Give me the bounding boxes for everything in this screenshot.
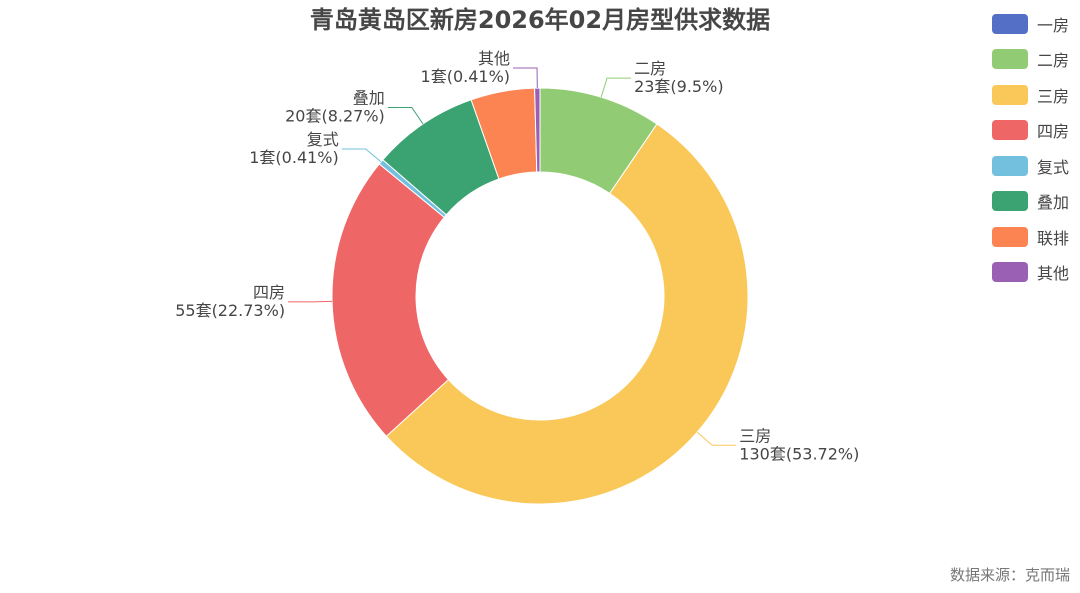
- slice-name-label: 四房: [253, 283, 285, 302]
- legend-label: 四房: [1037, 122, 1070, 142]
- legend-item[interactable]: 一房: [992, 6, 1069, 42]
- slice-value-label: 1套(0.41%): [249, 148, 339, 167]
- legend-swatch: [992, 262, 1028, 283]
- donut-slice[interactable]: [331, 163, 450, 437]
- slice-name-label: 三房: [739, 426, 771, 445]
- legend-swatch: [992, 226, 1028, 247]
- legend-swatch: [992, 49, 1028, 70]
- slice-value-label: 23套(9.5%): [634, 77, 724, 96]
- label-line: [288, 300, 333, 303]
- legend-swatch: [992, 155, 1028, 176]
- donut-slice[interactable]: [385, 123, 749, 505]
- source-note: 数据来源：克而瑞: [949, 566, 1070, 584]
- slice-name-label: 二房: [634, 59, 666, 78]
- label-line: [341, 148, 382, 163]
- slice-name-label: 叠加: [353, 88, 385, 107]
- label-line: [387, 106, 424, 125]
- legend-item[interactable]: 其他: [992, 255, 1069, 291]
- legend-item[interactable]: 联排: [992, 219, 1069, 255]
- slice-name-label: 其他: [478, 49, 510, 68]
- legend-label: 一房: [1037, 15, 1070, 35]
- legend-swatch: [992, 84, 1028, 105]
- slice-value-label: 20套(8.27%): [285, 106, 385, 125]
- legend-item[interactable]: 叠加: [992, 184, 1069, 220]
- legend-label: 三房: [1037, 86, 1070, 106]
- slice-name-label: 复式: [307, 130, 339, 149]
- legend-label: 叠加: [1037, 193, 1070, 213]
- legend-swatch: [992, 191, 1028, 212]
- legend-item[interactable]: 复式: [992, 148, 1069, 184]
- label-line: [513, 67, 538, 89]
- legend-swatch: [992, 120, 1028, 141]
- slice-value-label: 130套(53.72%): [739, 444, 859, 463]
- label-line: [696, 431, 737, 446]
- legend-label: 联排: [1037, 228, 1070, 248]
- legend-swatch: [992, 13, 1028, 34]
- legend: 一房 二房 三房 四房 复式 叠加 联排 其他: [992, 6, 1069, 290]
- donut-slice[interactable]: [534, 87, 541, 173]
- legend-item[interactable]: 四房: [992, 113, 1069, 149]
- slice-value-label: 1套(0.41%): [421, 67, 511, 86]
- legend-label: 二房: [1037, 51, 1070, 71]
- legend-label: 复式: [1037, 157, 1070, 177]
- slice-value-label: 55套(22.73%): [175, 301, 285, 320]
- legend-label: 其他: [1037, 264, 1070, 284]
- chart-title: 青岛黄岛区新房2026年02月房型供求数据: [309, 6, 771, 34]
- label-line: [600, 77, 632, 98]
- legend-item[interactable]: 三房: [992, 77, 1069, 113]
- legend-item[interactable]: 二房: [992, 42, 1069, 78]
